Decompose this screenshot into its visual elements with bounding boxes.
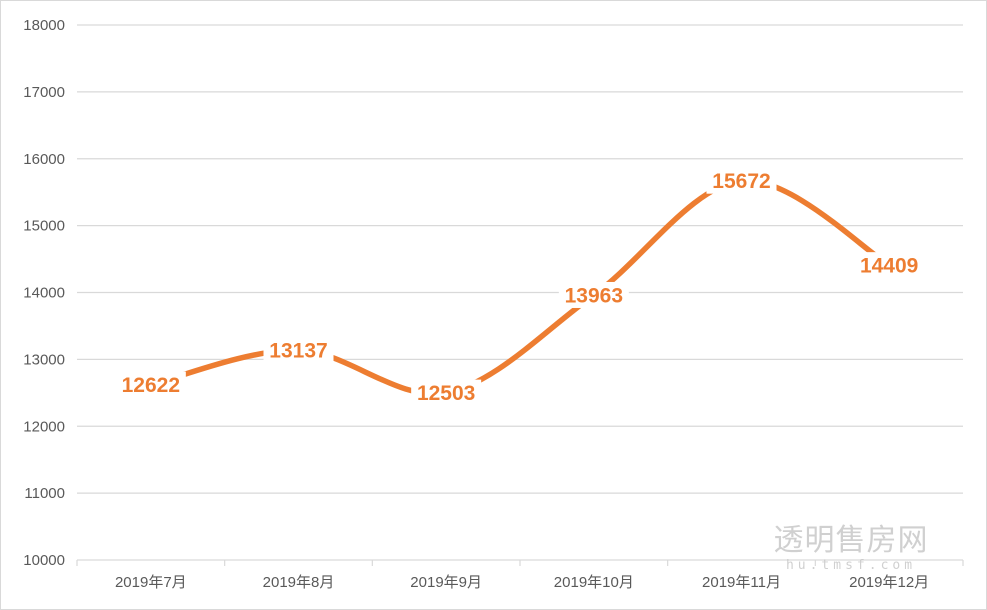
data-label-bg: [558, 281, 629, 308]
y-tick-label: 10000: [23, 552, 65, 569]
x-tick-label: 2019年8月: [263, 574, 335, 591]
data-label: 12622: [122, 374, 180, 397]
x-tick-label: 2019年11月: [702, 574, 781, 591]
data-label: 14409: [860, 255, 918, 278]
series-line: [148, 177, 892, 397]
data-label: 15672: [712, 170, 770, 193]
watermark-logo-text: 透明售房网: [773, 524, 929, 557]
y-tick-label: 17000: [23, 84, 65, 101]
watermark-domain: hu.tmsf.com: [785, 558, 917, 573]
y-tick-label: 11000: [24, 485, 65, 502]
data-label-bg: [411, 379, 482, 406]
x-tick-label: 2019年12月: [849, 574, 929, 591]
x-tick-label: 2019年7月: [115, 574, 187, 591]
y-tick-label: 13000: [23, 351, 65, 368]
y-tick-label: 16000: [23, 151, 65, 168]
watermark: 透明售房网 hu.tmsf.com: [766, 524, 936, 574]
data-label: 13963: [565, 284, 623, 307]
data-label-bg: [854, 252, 925, 279]
x-tick-label: 2019年9月: [410, 574, 482, 591]
y-tick-label: 14000: [23, 285, 65, 302]
data-label: 12503: [417, 382, 475, 405]
y-tick-label: 12000: [23, 418, 65, 435]
y-tick-label: 15000: [23, 218, 65, 235]
data-label: 13137: [269, 340, 327, 363]
y-tick-label: 18000: [23, 17, 65, 34]
x-tick-label: 2019年10月: [554, 574, 634, 591]
data-label-bg: [706, 167, 777, 194]
data-label-bg: [263, 337, 334, 364]
data-label-bg: [115, 371, 186, 398]
